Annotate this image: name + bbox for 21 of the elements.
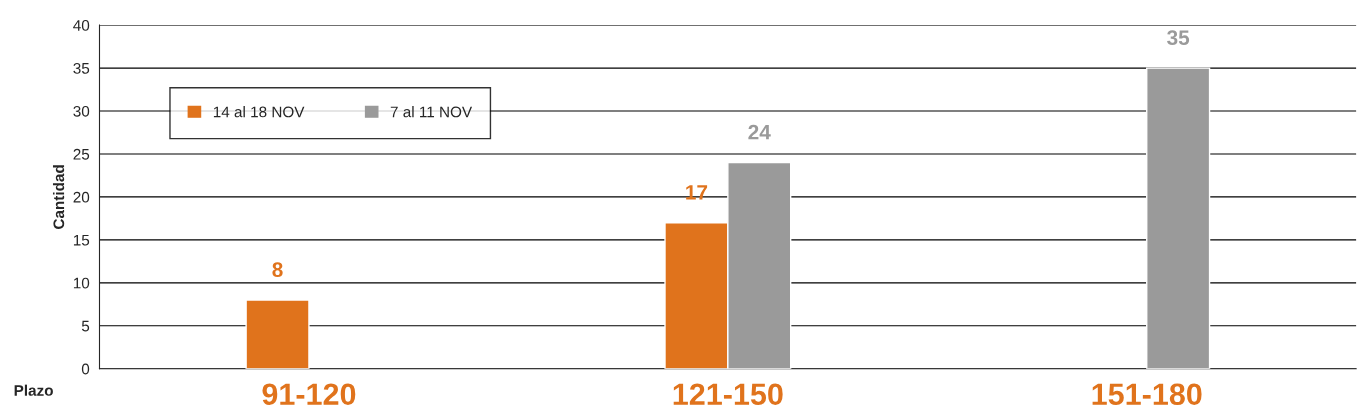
data-label: 8	[272, 262, 283, 277]
x-tick-label: 151-180	[1092, 383, 1202, 406]
y-tick-label: 0	[81, 363, 90, 375]
y-tick-label: 30	[73, 105, 90, 117]
y-tick-label: 15	[73, 234, 90, 246]
y-tick-label: 10	[73, 277, 90, 289]
x-tick-label: 91-120	[262, 383, 356, 406]
legend-label: 14 al 18 NOV	[213, 106, 305, 118]
y-tick-label: 40	[73, 20, 90, 31]
data-label: 24	[748, 124, 771, 140]
y-tick-label: 35	[73, 62, 90, 74]
x-axis-title: Plazo	[14, 384, 53, 396]
y-tick-label: 25	[73, 148, 90, 160]
bar	[245, 299, 310, 369]
data-label: 35	[1167, 30, 1190, 46]
x-tick-label: 121-150	[673, 383, 783, 406]
y-tick-label: 5	[81, 320, 90, 332]
bar	[1146, 67, 1211, 369]
y-tick-label: 20	[73, 191, 90, 203]
y-axis-title: Cantidad	[52, 165, 65, 229]
legend-label: 7 al 11 NOV	[390, 106, 473, 118]
